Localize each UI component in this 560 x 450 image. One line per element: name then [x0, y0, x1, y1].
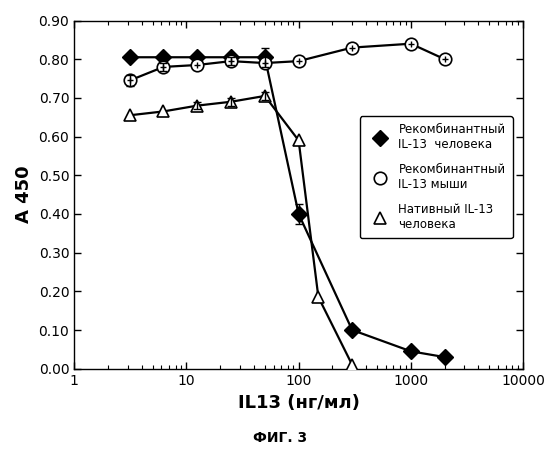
Нативный IL-13
человека — [160, 109, 167, 114]
Нативный IL-13
человека — [194, 103, 200, 108]
Line: Рекомбинантный
IL-13 мыши: Рекомбинантный IL-13 мыши — [123, 37, 451, 87]
Text: ФИГ. 3: ФИГ. 3 — [253, 432, 307, 446]
Рекомбинантный
IL-13  человека — [127, 54, 133, 60]
Рекомбинантный
IL-13  человека — [349, 327, 356, 333]
Рекомбинантный
IL-13 мыши — [441, 57, 448, 62]
Рекомбинантный
IL-13 мыши — [160, 64, 167, 70]
Нативный IL-13
человека — [349, 362, 356, 368]
Рекомбинантный
IL-13  человека — [228, 54, 235, 60]
Рекомбинантный
IL-13 мыши — [349, 45, 356, 50]
X-axis label: IL13 (нг/мл): IL13 (нг/мл) — [237, 395, 360, 413]
Рекомбинантный
IL-13 мыши — [262, 60, 268, 66]
Нативный IL-13
человека — [228, 99, 235, 104]
Рекомбинантный
IL-13  человека — [160, 54, 167, 60]
Рекомбинантный
IL-13 мыши — [228, 58, 235, 64]
Line: Рекомбинантный
IL-13  человека: Рекомбинантный IL-13 человека — [124, 52, 450, 363]
Рекомбинантный
IL-13  человека — [295, 211, 302, 216]
Рекомбинантный
IL-13  человека — [262, 54, 268, 60]
Рекомбинантный
IL-13  человека — [194, 54, 200, 60]
Нативный IL-13
человека — [127, 112, 133, 118]
Рекомбинантный
IL-13 мыши — [408, 41, 414, 46]
Рекомбинантный
IL-13 мыши — [127, 78, 133, 83]
Рекомбинантный
IL-13  человека — [408, 349, 414, 354]
Нативный IL-13
человека — [315, 294, 322, 300]
Legend: Рекомбинантный
IL-13  человека, Рекомбинантный
IL-13 мыши, Нативный IL-13
челове: Рекомбинантный IL-13 человека, Рекомбина… — [360, 116, 512, 238]
Рекомбинантный
IL-13  человека — [441, 355, 448, 360]
Нативный IL-13
человека — [262, 93, 268, 99]
Line: Нативный IL-13
человека: Нативный IL-13 человека — [123, 90, 358, 371]
Рекомбинантный
IL-13 мыши — [194, 62, 200, 68]
Y-axis label: А 450: А 450 — [15, 166, 33, 223]
Рекомбинантный
IL-13 мыши — [295, 58, 302, 64]
Нативный IL-13
человека — [295, 138, 302, 143]
